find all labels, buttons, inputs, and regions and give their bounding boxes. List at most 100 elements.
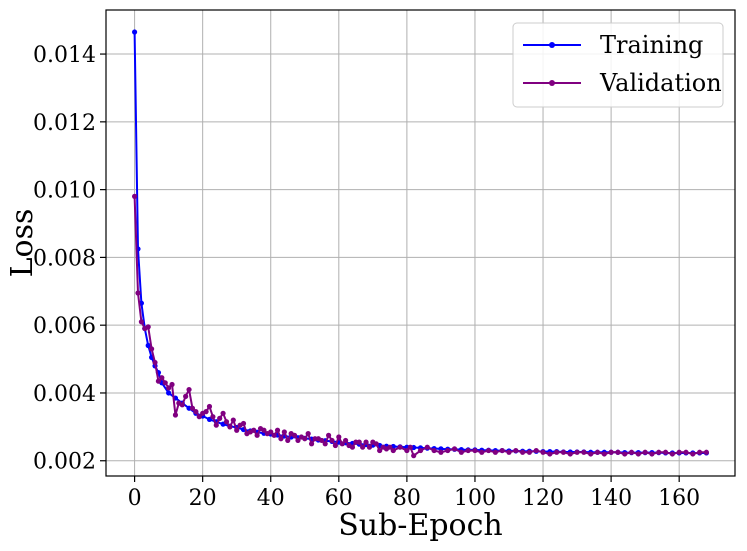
data-point (149, 346, 155, 352)
data-point (445, 447, 451, 454)
x-tick-label: 100 (454, 486, 496, 511)
y-axis-label: Loss (5, 209, 40, 278)
data-point (278, 436, 284, 442)
data-point (308, 441, 315, 447)
data-point (203, 409, 209, 415)
data-point (513, 447, 519, 454)
data-point (329, 437, 335, 444)
data-point (186, 386, 192, 393)
data-point (377, 447, 383, 454)
data-point (615, 449, 621, 455)
data-point (567, 451, 573, 457)
x-tick-label: 140 (590, 486, 632, 511)
y-tick-label: 0.002 (33, 450, 96, 475)
data-point (458, 449, 464, 455)
data-point (540, 449, 546, 455)
data-point (131, 193, 138, 199)
y-tick-label: 0.006 (33, 314, 96, 339)
x-tick-label: 20 (189, 486, 217, 511)
data-point (601, 451, 607, 457)
data-point (690, 451, 696, 457)
data-point (506, 449, 512, 455)
data-point (322, 441, 328, 447)
data-point (373, 441, 379, 447)
series-layer (131, 29, 710, 459)
data-point (281, 429, 287, 435)
data-point (642, 449, 648, 455)
legend-label: Training (600, 31, 703, 59)
data-point (390, 447, 396, 454)
data-point (343, 437, 349, 444)
data-point (574, 449, 580, 455)
data-point (656, 449, 662, 455)
data-point (533, 447, 539, 454)
data-point (166, 390, 172, 396)
legend-item: Training (523, 31, 703, 59)
data-point (622, 451, 628, 457)
data-point (492, 449, 498, 455)
data-point (234, 427, 240, 433)
data-point (183, 393, 189, 399)
data-point (271, 432, 277, 438)
x-tick-label: 0 (128, 486, 142, 511)
data-point (152, 359, 158, 366)
data-point (145, 342, 151, 349)
data-point (635, 451, 641, 457)
y-tick-label: 0.004 (33, 382, 96, 407)
data-point (662, 449, 669, 455)
x-tick-label: 40 (257, 486, 285, 511)
data-point (703, 449, 710, 455)
x-axis: 0 20 40 60 80 100 120 140 160 (128, 476, 700, 511)
data-point (138, 319, 144, 325)
data-point (159, 375, 165, 381)
data-point (472, 447, 478, 454)
data-point (166, 385, 172, 391)
data-point (305, 431, 311, 437)
data-point (676, 449, 682, 455)
data-point (451, 446, 458, 452)
data-point (465, 447, 471, 454)
data-point (366, 444, 373, 450)
x-tick-label: 80 (393, 486, 421, 511)
legend-label: Validation (599, 69, 722, 97)
data-point (223, 419, 230, 425)
grid (106, 10, 735, 476)
data-point (387, 444, 393, 450)
y-tick-label: 0.010 (33, 179, 96, 204)
plot-frame (105, 9, 736, 477)
data-point (251, 427, 257, 433)
data-point (404, 447, 410, 454)
legend-marker (549, 42, 555, 48)
data-point (319, 437, 325, 444)
data-point (302, 436, 308, 442)
data-point (683, 449, 689, 455)
data-point (349, 444, 356, 450)
data-point (438, 449, 444, 455)
data-point (155, 378, 162, 384)
data-point (499, 447, 505, 454)
x-tick-label: 60 (325, 486, 353, 511)
data-point (554, 449, 560, 455)
data-point (520, 449, 526, 455)
data-point (397, 444, 403, 450)
data-point (210, 414, 216, 420)
data-point (291, 432, 298, 438)
legend: Training Validation (512, 22, 724, 108)
data-point (588, 451, 594, 457)
data-point (649, 451, 655, 457)
data-point (581, 449, 587, 455)
data-point (274, 427, 281, 433)
data-point (697, 449, 703, 455)
data-point (193, 409, 199, 415)
y-tick-label: 0.014 (33, 43, 96, 68)
y-tick-label: 0.012 (33, 111, 96, 136)
data-point (213, 422, 219, 428)
data-point (560, 449, 567, 455)
data-point (169, 381, 175, 388)
data-point (172, 412, 179, 418)
data-point (326, 432, 332, 438)
data-point (268, 429, 274, 435)
data-point (628, 449, 635, 455)
x-tick-label: 160 (658, 486, 700, 511)
data-point (227, 424, 233, 430)
